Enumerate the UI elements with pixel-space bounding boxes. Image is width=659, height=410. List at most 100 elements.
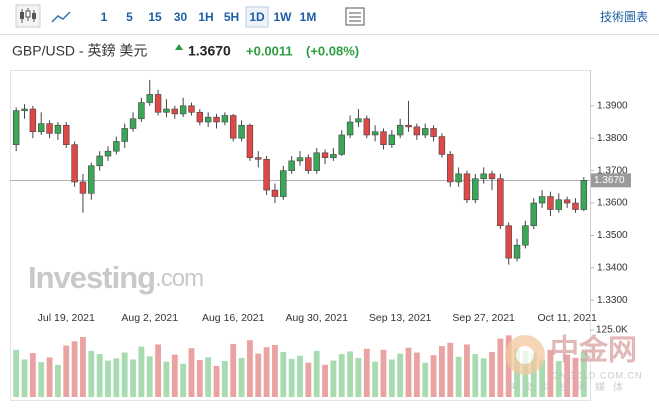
volume-bar (238, 357, 245, 397)
volume-bar (213, 365, 220, 397)
line-icon[interactable] (51, 11, 71, 23)
logo: Investing.com (28, 260, 203, 295)
table-icon[interactable] (345, 7, 365, 26)
x-tick-label: Jul 19, 2021 (38, 312, 95, 324)
candle-body (104, 150, 112, 157)
candle-body (129, 118, 137, 129)
interval-button[interactable]: 30 (174, 10, 188, 24)
candle-body (21, 108, 28, 111)
candle-body (305, 157, 312, 171)
candle-body (522, 225, 529, 246)
candle-icon[interactable] (15, 4, 41, 28)
icon-body (25, 10, 31, 18)
volume-bar (388, 359, 395, 397)
volume-bar (188, 348, 195, 397)
interval-button[interactable]: 15 (148, 10, 162, 24)
volume-tick-label: 125.0K (596, 325, 628, 336)
volume-bar (539, 359, 546, 397)
candle-body (313, 152, 320, 171)
volume-bar (422, 362, 429, 397)
volume-bar (497, 338, 504, 397)
y-tick-label: 1.3600 (597, 198, 628, 209)
interval-button[interactable]: 1W (274, 10, 293, 24)
watermark-site: 中金网 (550, 333, 637, 367)
volume-bar (38, 362, 45, 397)
candle-body (563, 199, 571, 204)
volume-bar (472, 354, 479, 397)
candle-body (421, 128, 429, 136)
candle-body (12, 110, 20, 145)
volume-bar (447, 342, 454, 397)
volume-bar (255, 353, 262, 397)
candle-body (497, 178, 504, 227)
volume-bar (80, 336, 86, 397)
y-tick-label: 1.3700 (597, 165, 628, 176)
volume-bar (372, 361, 379, 397)
candle-body (96, 155, 103, 167)
up-arrow (175, 44, 183, 50)
volume-bar (171, 354, 178, 397)
volume-bar (405, 347, 412, 397)
candle-body (288, 160, 295, 171)
interval-button[interactable]: 1D (249, 10, 265, 24)
icon-body (32, 13, 36, 19)
volume-bar (263, 347, 270, 397)
candle-body (463, 173, 471, 201)
candle-body (555, 199, 563, 210)
interval-button[interactable]: 5 (126, 10, 133, 24)
volume-bar (297, 355, 303, 397)
candle-body (505, 225, 512, 259)
last-price-tag-label: 1.3670 (594, 175, 625, 186)
volume-bar (322, 364, 328, 397)
tools-link[interactable]: 技術圖表 (600, 10, 648, 24)
volume-bar (105, 360, 111, 397)
volume-bar (572, 357, 579, 397)
volume-bar (71, 341, 78, 397)
candle-body (513, 244, 521, 259)
candle-body (37, 123, 45, 133)
volume-bar (555, 361, 562, 397)
candle-body (538, 196, 546, 204)
volume-bar (363, 348, 370, 397)
interval-button[interactable]: 1 (101, 10, 108, 24)
watermark-tagline: 中文财经网媒体 (505, 381, 631, 394)
candle-body (229, 115, 237, 139)
candle-body (472, 178, 479, 201)
volume-bar (21, 359, 28, 397)
candle-body (547, 196, 554, 210)
volume-bar (155, 344, 162, 397)
volume-bar (489, 351, 495, 397)
candle-body (154, 94, 162, 113)
volume-bar (138, 346, 145, 397)
volume-bar (355, 357, 362, 397)
volume-bar (196, 360, 203, 397)
candle-body (363, 118, 371, 136)
candle-body (171, 108, 179, 115)
interval-button[interactable]: 1M (300, 10, 317, 24)
candle-body (388, 134, 396, 145)
candle-body (71, 144, 78, 183)
volume-bar (288, 358, 295, 397)
x-tick-label: Sep 13, 2021 (369, 312, 432, 324)
volume-bar (130, 359, 136, 397)
candle-body (29, 108, 37, 133)
volume-bar (54, 364, 61, 397)
volume-bar (430, 355, 437, 397)
candle-body (263, 158, 270, 191)
candle-body (321, 152, 329, 158)
interval-button[interactable]: 5H (224, 10, 239, 24)
candle-body (238, 124, 245, 139)
candle-body (46, 123, 53, 134)
volume-bar (205, 357, 212, 397)
candle-body (121, 128, 128, 142)
volume-bar (564, 354, 571, 397)
symbol: GBP/USD - 英鎊 美元 (12, 43, 147, 59)
volume-bar (347, 351, 354, 397)
candle-body (179, 105, 187, 115)
interval-button[interactable]: 1H (198, 10, 213, 24)
candle-body (221, 115, 229, 123)
active-interval-box[interactable] (245, 6, 269, 28)
y-tick-label: 1.3500 (597, 230, 628, 241)
candle-body (572, 202, 579, 210)
